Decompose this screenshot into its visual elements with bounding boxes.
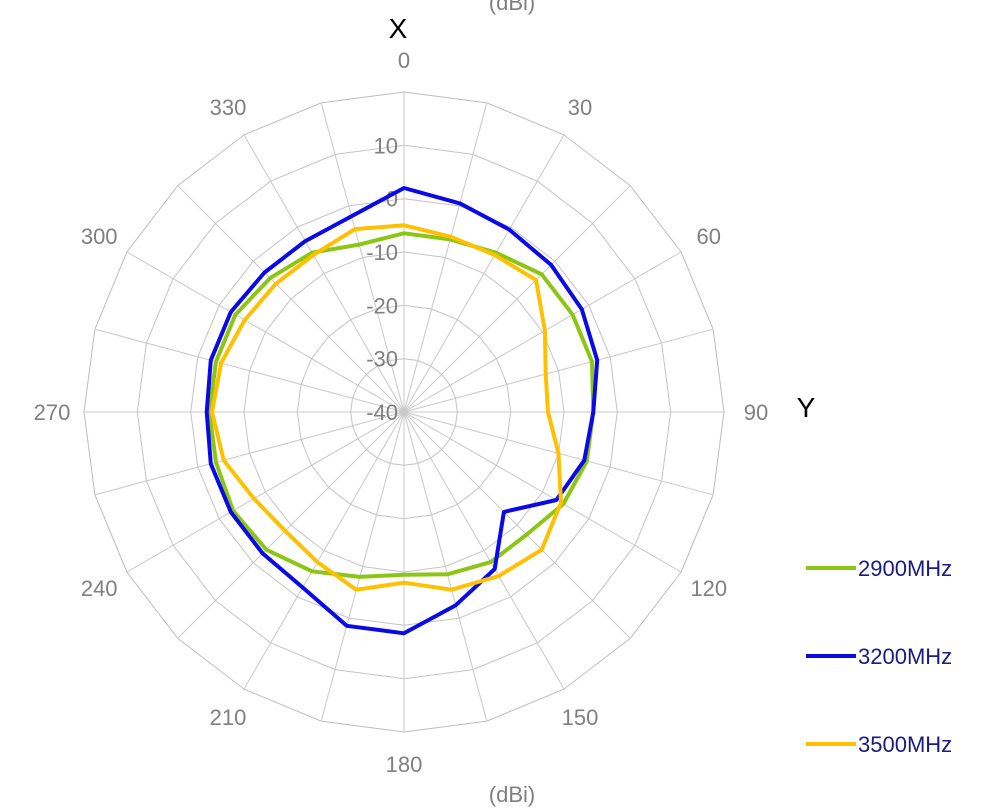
unit-label-top: (dBi) — [489, 0, 535, 15]
grid-spoke — [403, 411, 631, 639]
grid-spoke — [177, 185, 405, 413]
radial-tick-label: -20 — [366, 293, 398, 318]
grid-spoke — [126, 411, 405, 573]
grid-spoke — [403, 102, 488, 413]
grid-spoke — [403, 411, 565, 690]
angle-label: 90 — [744, 400, 768, 425]
angle-label: 150 — [562, 705, 599, 730]
series-line-2900MHz — [207, 231, 596, 579]
grid-spoke — [320, 411, 405, 722]
legend-label: 2900MHz — [858, 556, 952, 581]
legend-label: 3200MHz — [858, 644, 952, 669]
radial-tick-label: -10 — [366, 240, 398, 265]
series-lines — [204, 186, 600, 636]
angle-label: 300 — [81, 224, 118, 249]
angle-label: 210 — [210, 705, 247, 730]
series-line-3200MHz — [204, 186, 600, 636]
unit-label-bottom: (dBi) — [489, 782, 535, 807]
angle-label: 180 — [386, 752, 423, 777]
angle-label: 240 — [81, 576, 118, 601]
grid-spoke — [403, 185, 631, 413]
angle-label: 60 — [697, 224, 721, 249]
axis-y-label: Y — [797, 392, 816, 423]
grid-spoke — [403, 411, 488, 722]
grid-spoke — [94, 328, 405, 413]
grid-spoke — [126, 251, 405, 413]
angle-label: 330 — [210, 95, 247, 120]
angle-label: 120 — [690, 576, 727, 601]
radial-tick-label: 10 — [374, 133, 398, 158]
angle-label: 270 — [34, 400, 71, 425]
legend-label: 3500MHz — [858, 732, 952, 757]
grid-spoke — [320, 102, 405, 413]
angle-label: 0 — [398, 48, 410, 73]
angle-label: 30 — [568, 95, 592, 120]
grid-spoke — [94, 411, 405, 496]
radial-tick-label: -40 — [366, 400, 398, 425]
series-line-3500MHz — [210, 223, 563, 592]
grid-spoke — [243, 134, 405, 413]
radial-tick-label: -30 — [366, 347, 398, 372]
grid-spoke — [177, 411, 405, 639]
grid-spoke — [403, 411, 682, 573]
grid-spoke — [403, 251, 682, 413]
grid-spoke — [403, 328, 714, 413]
radial-labels: 100-10-20-30-40 — [366, 133, 398, 425]
legend: 2900MHz 3200MHz 3500MHz — [806, 556, 952, 757]
grid-spoke — [243, 411, 405, 690]
grid-spoke — [403, 134, 565, 413]
angle-labels: 0 30 60 90 120 150 180 210 240 270 300 330 — [34, 48, 769, 777]
axis-x-label: X — [389, 13, 408, 44]
